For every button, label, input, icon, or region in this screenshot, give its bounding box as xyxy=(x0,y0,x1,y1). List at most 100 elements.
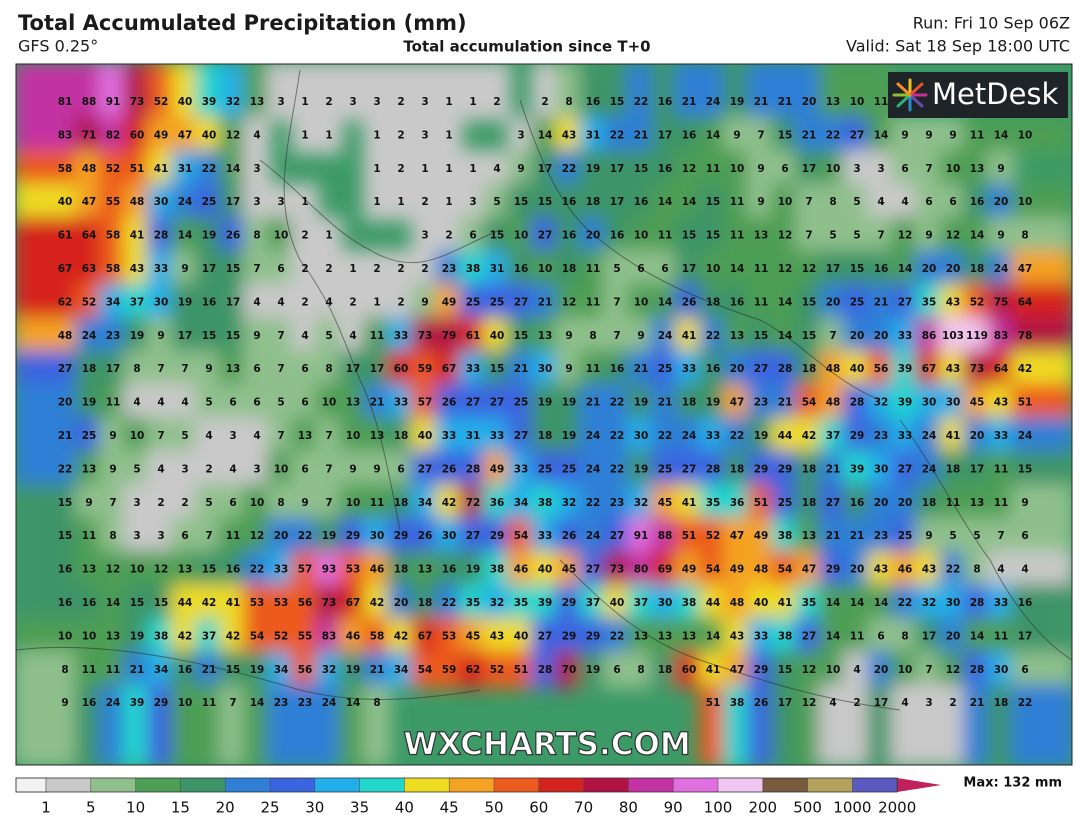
precip-cell xyxy=(819,550,847,589)
precip-cell xyxy=(507,584,535,622)
precip-cell xyxy=(123,684,151,765)
precip-value: 18 xyxy=(394,564,409,576)
precip-value: 42 xyxy=(1018,363,1033,375)
legend-swatch xyxy=(762,778,808,792)
precip-cell xyxy=(819,383,847,422)
precip-cell xyxy=(699,684,727,765)
precip-cell xyxy=(627,450,655,489)
precip-cell xyxy=(243,216,271,255)
precip-cell xyxy=(795,550,823,589)
precip-cell xyxy=(579,550,607,589)
precip-cell xyxy=(16,350,79,388)
precip-cell xyxy=(891,350,919,388)
precip-cell xyxy=(291,450,319,489)
precip-value: 60 xyxy=(130,129,145,141)
precip-value: 22 xyxy=(610,463,625,475)
precip-cell xyxy=(483,283,511,322)
precip-cell xyxy=(483,484,511,522)
precip-value: 33 xyxy=(394,330,409,342)
precip-value: 5 xyxy=(613,263,620,275)
precip-value: 40 xyxy=(58,196,73,208)
precip-cell xyxy=(123,584,151,622)
precip-value: 12 xyxy=(898,230,913,242)
precip-cell xyxy=(339,283,367,322)
precip-value: 9 xyxy=(253,330,260,342)
precip-value: 13 xyxy=(730,330,745,342)
precip-value: 26 xyxy=(226,230,241,242)
precip-value: 6 xyxy=(253,363,260,375)
precip-value: 8 xyxy=(589,330,596,342)
precip-cell xyxy=(579,183,607,221)
precip-cell xyxy=(123,116,151,155)
precip-value: 14 xyxy=(178,230,193,242)
precip-cell xyxy=(387,550,415,589)
precip-value: 48 xyxy=(730,597,745,609)
precip-cell xyxy=(891,584,919,622)
precip-value: 1 xyxy=(325,230,332,242)
precip-cell xyxy=(99,584,127,622)
precip-cell xyxy=(387,350,415,388)
precip-value: 7 xyxy=(229,697,236,709)
precip-cell xyxy=(603,116,631,155)
precip-cell xyxy=(483,183,511,221)
precip-value: 29 xyxy=(562,597,577,609)
precip-value: 14 xyxy=(874,597,889,609)
legend-label: 30 xyxy=(305,799,324,817)
precip-cell xyxy=(819,684,847,765)
precip-value: 8 xyxy=(373,697,380,709)
precip-value: 30 xyxy=(946,397,961,409)
precip-value: 37 xyxy=(202,630,217,642)
precip-cell xyxy=(531,116,559,155)
precip-value: 4 xyxy=(829,697,836,709)
precip-cell xyxy=(939,684,967,765)
precip-cell xyxy=(171,350,199,388)
precip-value: 49 xyxy=(754,530,769,542)
legend-label: 20 xyxy=(216,799,235,817)
precip-value: 56 xyxy=(298,597,313,609)
precip-value: 4 xyxy=(229,463,236,475)
precip-value: 14 xyxy=(706,129,721,141)
precip-cell xyxy=(459,250,487,288)
precip-value: 7 xyxy=(205,530,212,542)
precip-value: 52 xyxy=(490,664,505,676)
precip-cell xyxy=(627,64,655,121)
title: Total Accumulated Precipitation (mm) xyxy=(18,11,467,35)
precip-cell xyxy=(675,550,703,589)
legend-label: 2000 xyxy=(878,799,916,817)
precip-cell xyxy=(339,550,367,589)
precip-cell xyxy=(891,183,919,221)
legend-swatch xyxy=(538,778,584,792)
precip-cell xyxy=(987,651,1015,689)
precip-cell xyxy=(723,684,751,765)
precip-cell xyxy=(339,484,367,522)
precip-cell xyxy=(315,584,343,622)
precip-cell xyxy=(651,350,679,388)
precip-cell xyxy=(627,350,655,388)
precip-cell xyxy=(16,517,79,555)
precip-cell xyxy=(867,350,895,388)
precip-cell xyxy=(555,517,583,555)
precip-value: 39 xyxy=(130,697,145,709)
precip-value: 16 xyxy=(58,564,73,576)
precip-value: 7 xyxy=(829,330,836,342)
precip-value: 13 xyxy=(970,497,985,509)
precip-value: 20 xyxy=(850,564,865,576)
precip-value: 34 xyxy=(394,664,409,676)
precip-value: 18 xyxy=(706,296,721,308)
precip-value: 15 xyxy=(58,530,73,542)
precip-value: 54 xyxy=(706,564,721,576)
precip-value: 38 xyxy=(538,497,553,509)
precip-cell xyxy=(771,417,799,455)
precip-value: 11 xyxy=(994,463,1009,475)
precip-cell xyxy=(675,250,703,288)
precip-cell xyxy=(747,150,775,188)
precip-cell xyxy=(843,684,871,765)
precip-cell xyxy=(771,183,799,221)
precip-value: 4 xyxy=(253,129,260,141)
precip-cell xyxy=(771,150,799,188)
precip-cell xyxy=(819,116,847,155)
precip-value: 13 xyxy=(802,530,817,542)
precip-cell xyxy=(123,64,151,121)
precip-value: 6 xyxy=(229,497,236,509)
precip-value: 1 xyxy=(373,296,380,308)
